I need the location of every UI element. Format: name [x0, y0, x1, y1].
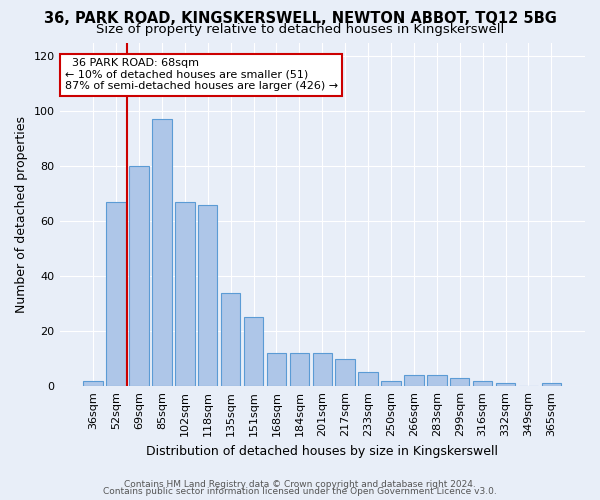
Bar — [129, 166, 149, 386]
Bar — [473, 380, 493, 386]
X-axis label: Distribution of detached houses by size in Kingskerswell: Distribution of detached houses by size … — [146, 444, 498, 458]
Bar — [198, 204, 217, 386]
Bar — [106, 202, 126, 386]
Text: 36, PARK ROAD, KINGSKERSWELL, NEWTON ABBOT, TQ12 5BG: 36, PARK ROAD, KINGSKERSWELL, NEWTON ABB… — [44, 11, 556, 26]
Bar — [381, 380, 401, 386]
Bar — [496, 384, 515, 386]
Bar — [83, 380, 103, 386]
Bar — [335, 358, 355, 386]
Bar — [404, 375, 424, 386]
Y-axis label: Number of detached properties: Number of detached properties — [15, 116, 28, 313]
Bar — [427, 375, 446, 386]
Bar — [221, 292, 241, 386]
Bar — [152, 120, 172, 386]
Text: Contains public sector information licensed under the Open Government Licence v3: Contains public sector information licen… — [103, 487, 497, 496]
Bar — [542, 384, 561, 386]
Bar — [290, 353, 309, 386]
Bar — [267, 353, 286, 386]
Bar — [358, 372, 378, 386]
Bar — [450, 378, 469, 386]
Bar — [244, 318, 263, 386]
Text: Size of property relative to detached houses in Kingskerswell: Size of property relative to detached ho… — [96, 22, 504, 36]
Bar — [313, 353, 332, 386]
Text: 36 PARK ROAD: 68sqm
← 10% of detached houses are smaller (51)
87% of semi-detach: 36 PARK ROAD: 68sqm ← 10% of detached ho… — [65, 58, 338, 91]
Text: Contains HM Land Registry data © Crown copyright and database right 2024.: Contains HM Land Registry data © Crown c… — [124, 480, 476, 489]
Bar — [175, 202, 194, 386]
